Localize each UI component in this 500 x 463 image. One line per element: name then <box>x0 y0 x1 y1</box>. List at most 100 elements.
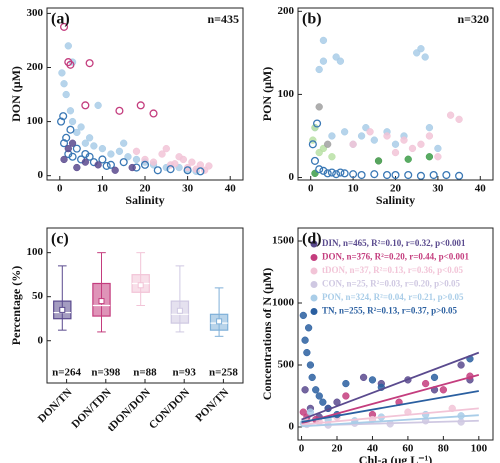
x-tick-label: 40 <box>225 183 237 195</box>
n-label: n=398 <box>91 367 120 379</box>
point <box>416 171 425 180</box>
point <box>359 373 368 382</box>
point <box>301 336 309 344</box>
n-label: n=93 <box>173 367 197 379</box>
plot-area <box>57 22 213 176</box>
point <box>370 170 379 179</box>
point <box>319 166 328 175</box>
point <box>179 155 187 164</box>
point <box>455 171 464 180</box>
n-label: n=320 <box>457 12 489 26</box>
x-tick-label: 100 <box>471 443 488 455</box>
point <box>370 136 378 144</box>
point <box>311 124 319 132</box>
point <box>106 160 115 169</box>
point <box>434 153 442 161</box>
x-axis-label: Salinity <box>125 193 164 207</box>
point <box>59 112 68 121</box>
point <box>308 373 316 382</box>
point <box>64 42 72 50</box>
point <box>374 157 383 165</box>
legend-label: tDON, n=37, R²=0.13, r=0.36, p<0.05 <box>322 265 463 275</box>
point <box>357 132 366 140</box>
point <box>128 163 136 172</box>
point <box>434 144 442 153</box>
point <box>68 117 77 126</box>
point <box>98 155 107 164</box>
mean <box>216 318 223 325</box>
point <box>66 125 75 134</box>
n-label: n=435 <box>207 12 239 26</box>
point <box>349 140 357 148</box>
legend-label: TN, n=255, R²=0.13, r=0.37, p>0.05 <box>322 306 457 316</box>
y-axis-label: Concentrations of N (μM) <box>260 268 274 400</box>
point <box>132 155 141 164</box>
point <box>59 22 69 31</box>
y-tick-label: 200 <box>27 61 44 73</box>
point <box>311 169 319 178</box>
point <box>196 167 205 176</box>
point <box>171 160 179 168</box>
x-tick-label: 20 <box>390 183 402 195</box>
point <box>85 152 94 161</box>
point <box>205 162 213 170</box>
point <box>149 158 158 166</box>
point <box>408 144 417 153</box>
point <box>68 139 77 147</box>
point <box>140 160 150 169</box>
y-tick-label: 100 <box>278 88 295 100</box>
point <box>183 163 192 172</box>
point <box>62 90 70 99</box>
point <box>315 65 323 74</box>
point <box>81 139 89 147</box>
legend-marker <box>310 308 318 315</box>
point <box>429 170 438 180</box>
point <box>439 386 448 394</box>
point <box>421 53 429 61</box>
legend-label: PON, n=324, R²=0.04, r=0.21, p>0.05 <box>322 292 464 302</box>
mean <box>59 306 66 313</box>
y-tick-label: 100 <box>27 115 44 127</box>
point <box>315 392 323 400</box>
point <box>66 107 75 115</box>
x-tick-label: 80 <box>438 443 450 455</box>
point <box>340 128 349 136</box>
axes-frame <box>297 7 494 181</box>
point <box>64 144 72 153</box>
plot-area <box>299 311 480 429</box>
point <box>319 398 327 406</box>
point <box>66 60 75 69</box>
point <box>98 144 107 153</box>
x-tick-label: 0 <box>57 183 63 195</box>
point <box>349 170 358 179</box>
x-tick-label: 30 <box>432 183 444 195</box>
fit-line <box>301 414 479 428</box>
point <box>430 373 439 382</box>
point <box>327 168 336 177</box>
point <box>391 170 400 180</box>
point <box>85 59 94 68</box>
axes-frame <box>46 7 244 181</box>
point <box>77 123 85 131</box>
fit-line <box>301 374 480 425</box>
y-tick-label: 1000 <box>272 297 295 309</box>
axes-frame <box>46 227 244 384</box>
point <box>81 158 89 166</box>
x-tick-label: PON/TN <box>193 386 231 424</box>
x-tick-label: 20 <box>140 183 152 195</box>
point <box>308 140 317 149</box>
x-tick-label: 60 <box>402 443 414 455</box>
point <box>90 142 98 150</box>
y-tick-label: 500 <box>278 359 295 371</box>
point <box>192 165 200 173</box>
plot-area <box>308 36 464 180</box>
point <box>455 115 463 123</box>
point <box>60 155 68 164</box>
point <box>94 101 102 110</box>
point <box>404 170 413 180</box>
point <box>315 165 324 174</box>
x-tick-label: 10 <box>348 183 360 195</box>
point <box>323 169 332 178</box>
mean <box>176 307 183 314</box>
x-tick-label: 40 <box>367 443 379 455</box>
